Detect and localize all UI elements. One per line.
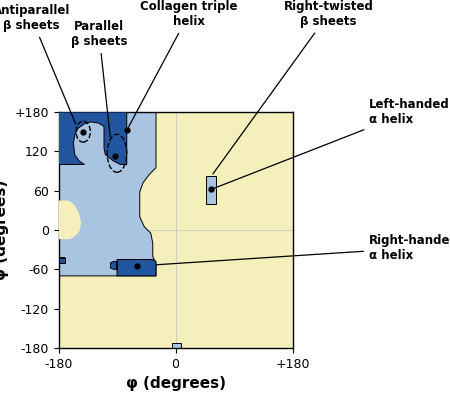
Polygon shape [58, 112, 127, 164]
Text: Collagen triple
helix: Collagen triple helix [128, 0, 238, 128]
Text: Antiparallel
β sheets: Antiparallel β sheets [0, 4, 76, 124]
Polygon shape [58, 112, 156, 276]
Text: Right-twisted
β sheets: Right-twisted β sheets [213, 0, 374, 174]
Polygon shape [58, 258, 65, 263]
Text: Left-handed
α helix: Left-handed α helix [214, 98, 450, 188]
Polygon shape [58, 200, 81, 239]
Polygon shape [172, 343, 181, 348]
Text: Right-handed
α helix: Right-handed α helix [139, 234, 450, 266]
Y-axis label: ψ (degrees): ψ (degrees) [0, 180, 9, 280]
Polygon shape [111, 260, 156, 276]
Polygon shape [206, 176, 216, 204]
X-axis label: φ (degrees): φ (degrees) [126, 376, 225, 391]
Text: Parallel
β sheets: Parallel β sheets [71, 20, 127, 137]
